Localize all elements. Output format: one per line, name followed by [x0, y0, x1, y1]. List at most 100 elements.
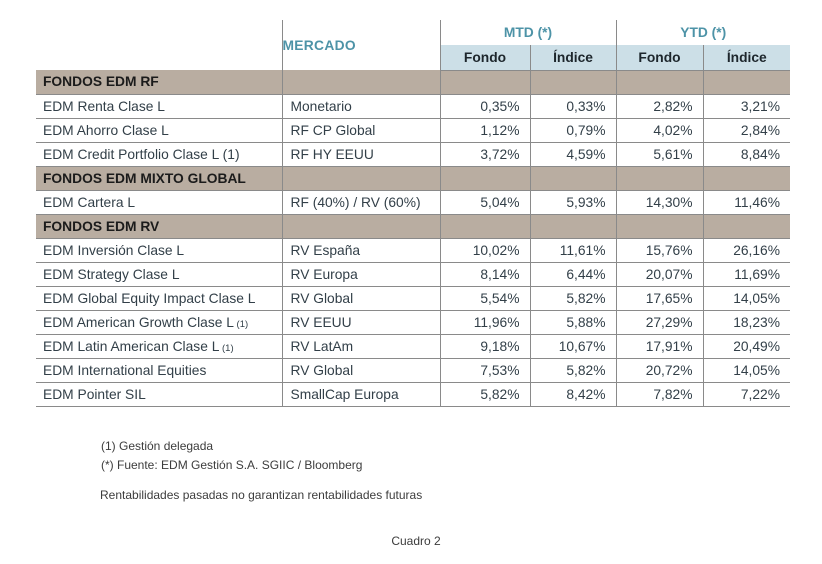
footnote-delegated: (1) Gestión delegada — [101, 439, 214, 453]
mercado-cell: RV EEUU — [282, 310, 441, 335]
section-row: FONDOS EDM MIXTO GLOBAL — [36, 166, 790, 191]
table-body: FONDOS EDM RF EDM Renta Clase L Monetario 0… — [36, 70, 790, 407]
section-row: FONDOS EDM RV — [36, 214, 790, 239]
ytd-fondo-cell: 17,65% — [616, 286, 704, 311]
fund-name-cell: EDM Pointer SIL — [36, 382, 283, 407]
mercado-cell: RV Europa — [282, 262, 441, 287]
mtd-indice-cell: 8,42% — [530, 382, 617, 407]
fund-name-cell: EDM Inversión Clase L — [36, 238, 283, 263]
mercado-cell — [282, 214, 441, 239]
fund-row: EDM Cartera L RF (40%) / RV (60%) 5,04% 5,9… — [36, 190, 790, 215]
mercado-cell: SmallCap Europa — [282, 382, 441, 407]
mercado-column-header: MERCADO — [282, 20, 441, 70]
fund-name-cell: EDM Credit Portfolio Clase L (1) — [36, 142, 283, 167]
table-caption: Cuadro 2 — [391, 534, 441, 548]
fund-name-cell: EDM Renta Clase L — [36, 94, 283, 119]
mtd-fondo-cell: 5,04% — [440, 190, 531, 215]
ytd-fondo-cell: 15,76% — [616, 238, 704, 263]
mtd-fondo-cell: 8,14% — [440, 262, 531, 287]
mtd-fondo-cell — [440, 166, 531, 191]
mtd-fondo-cell — [440, 70, 531, 95]
ytd-indice-header: Índice — [703, 45, 790, 71]
mtd-fondo-cell — [440, 214, 531, 239]
ytd-fondo-cell: 4,02% — [616, 118, 704, 143]
ytd-fondo-cell: 27,29% — [616, 310, 704, 335]
sub-header-row: Fondo Índice Fondo Índice — [36, 45, 790, 71]
mtd-indice-cell: 5,82% — [530, 286, 617, 311]
ytd-fondo-cell — [616, 214, 704, 239]
ytd-fondo-cell: 5,61% — [616, 142, 704, 167]
ytd-indice-cell: 2,84% — [703, 118, 790, 143]
delegated-management-note: (1) — [233, 318, 249, 330]
mtd-indice-cell: 5,88% — [530, 310, 617, 335]
ytd-indice-cell: 26,16% — [703, 238, 790, 263]
ytd-fondo-cell: 2,82% — [616, 94, 704, 119]
mtd-fondo-cell: 10,02% — [440, 238, 531, 263]
mtd-fondo-cell: 0,35% — [440, 94, 531, 119]
mercado-cell — [282, 70, 441, 95]
ytd-indice-cell: 3,21% — [703, 94, 790, 119]
ytd-indice-cell: 11,46% — [703, 190, 790, 215]
mtd-fondo-header: Fondo — [440, 45, 531, 71]
mtd-indice-cell: 4,59% — [530, 142, 617, 167]
ytd-indice-cell: 7,22% — [703, 382, 790, 407]
fund-row: EDM Credit Portfolio Clase L (1) RF HY EE… — [36, 142, 790, 167]
table-header: MERCADO MTD (*) YTD (*) Fondo Índice Fon… — [36, 20, 790, 71]
mtd-indice-cell: 11,61% — [530, 238, 617, 263]
mercado-cell: RV LatAm — [282, 334, 441, 359]
mtd-group-header: MTD (*) — [440, 20, 617, 45]
fund-name-cell: EDM Strategy Clase L — [36, 262, 283, 287]
ytd-indice-cell: 14,05% — [703, 286, 790, 311]
mercado-cell: RV España — [282, 238, 441, 263]
group-header-row: MERCADO MTD (*) YTD (*) — [36, 20, 790, 70]
mercado-cell: RF HY EEUU — [282, 142, 441, 167]
footnotes: (1) Gestión delegada (*) Fuente: EDM Ges… — [101, 437, 362, 475]
ytd-indice-cell — [703, 214, 790, 239]
mtd-indice-cell: 0,33% — [530, 94, 617, 119]
fund-row: EDM Ahorro Clase L RF CP Global 1,12% 0,79%… — [36, 118, 790, 143]
ytd-fondo-cell — [616, 166, 704, 191]
fund-row: EDM Inversión Clase L RV España 10,02% 11,6… — [36, 238, 790, 263]
mtd-indice-header: Índice — [530, 45, 617, 71]
ytd-indice-cell: 14,05% — [703, 358, 790, 383]
mercado-cell: Monetario — [282, 94, 441, 119]
ytd-indice-cell: 20,49% — [703, 334, 790, 359]
ytd-fondo-cell: 17,91% — [616, 334, 704, 359]
fund-row: EDM Global Equity Impact Clase L RV Globa… — [36, 286, 790, 311]
ytd-indice-cell — [703, 166, 790, 191]
ytd-fondo-cell: 14,30% — [616, 190, 704, 215]
mtd-indice-cell: 5,93% — [530, 190, 617, 215]
mercado-cell: RV Global — [282, 286, 441, 311]
fund-name-cell: EDM American Growth Clase L (1) — [36, 310, 283, 335]
ytd-indice-cell: 8,84% — [703, 142, 790, 167]
blank-header-cell — [36, 20, 283, 70]
fund-row: EDM Strategy Clase L RV Europa 8,14% 6,44% 2… — [36, 262, 790, 287]
mtd-indice-cell: 0,79% — [530, 118, 617, 143]
fund-name-cell: EDM International Equities — [36, 358, 283, 383]
mtd-fondo-cell: 7,53% — [440, 358, 531, 383]
ytd-indice-cell — [703, 70, 790, 95]
mercado-cell: RV Global — [282, 358, 441, 383]
mtd-indice-cell: 10,67% — [530, 334, 617, 359]
ytd-fondo-header: Fondo — [616, 45, 704, 71]
mtd-indice-cell — [530, 214, 617, 239]
fund-name-cell: EDM Ahorro Clase L — [36, 118, 283, 143]
ytd-fondo-cell: 7,82% — [616, 382, 704, 407]
section-title-cell: FONDOS EDM MIXTO GLOBAL — [36, 166, 283, 191]
ytd-indice-cell: 11,69% — [703, 262, 790, 287]
mtd-fondo-cell: 11,96% — [440, 310, 531, 335]
mtd-fondo-cell: 5,82% — [440, 382, 531, 407]
mercado-cell — [282, 166, 441, 191]
fund-name-cell: EDM Cartera L — [36, 190, 283, 215]
section-title-cell: FONDOS EDM RF — [36, 70, 283, 95]
mtd-indice-cell — [530, 166, 617, 191]
fund-row: EDM American Growth Clase L (1) RV EEUU 11… — [36, 310, 790, 335]
mtd-indice-cell — [530, 70, 617, 95]
fund-row: EDM Pointer SIL SmallCap Europa 5,82% 8,42%… — [36, 382, 790, 407]
delegated-management-note: (1) — [219, 342, 234, 354]
fund-row: EDM International Equities RV Global 7,53%… — [36, 358, 790, 383]
section-row: FONDOS EDM RF — [36, 70, 790, 95]
fund-name-cell: EDM Latin American Clase L (1) — [36, 334, 283, 359]
fund-performance-table: MERCADO MTD (*) YTD (*) Fondo Índice Fon… — [36, 20, 790, 407]
